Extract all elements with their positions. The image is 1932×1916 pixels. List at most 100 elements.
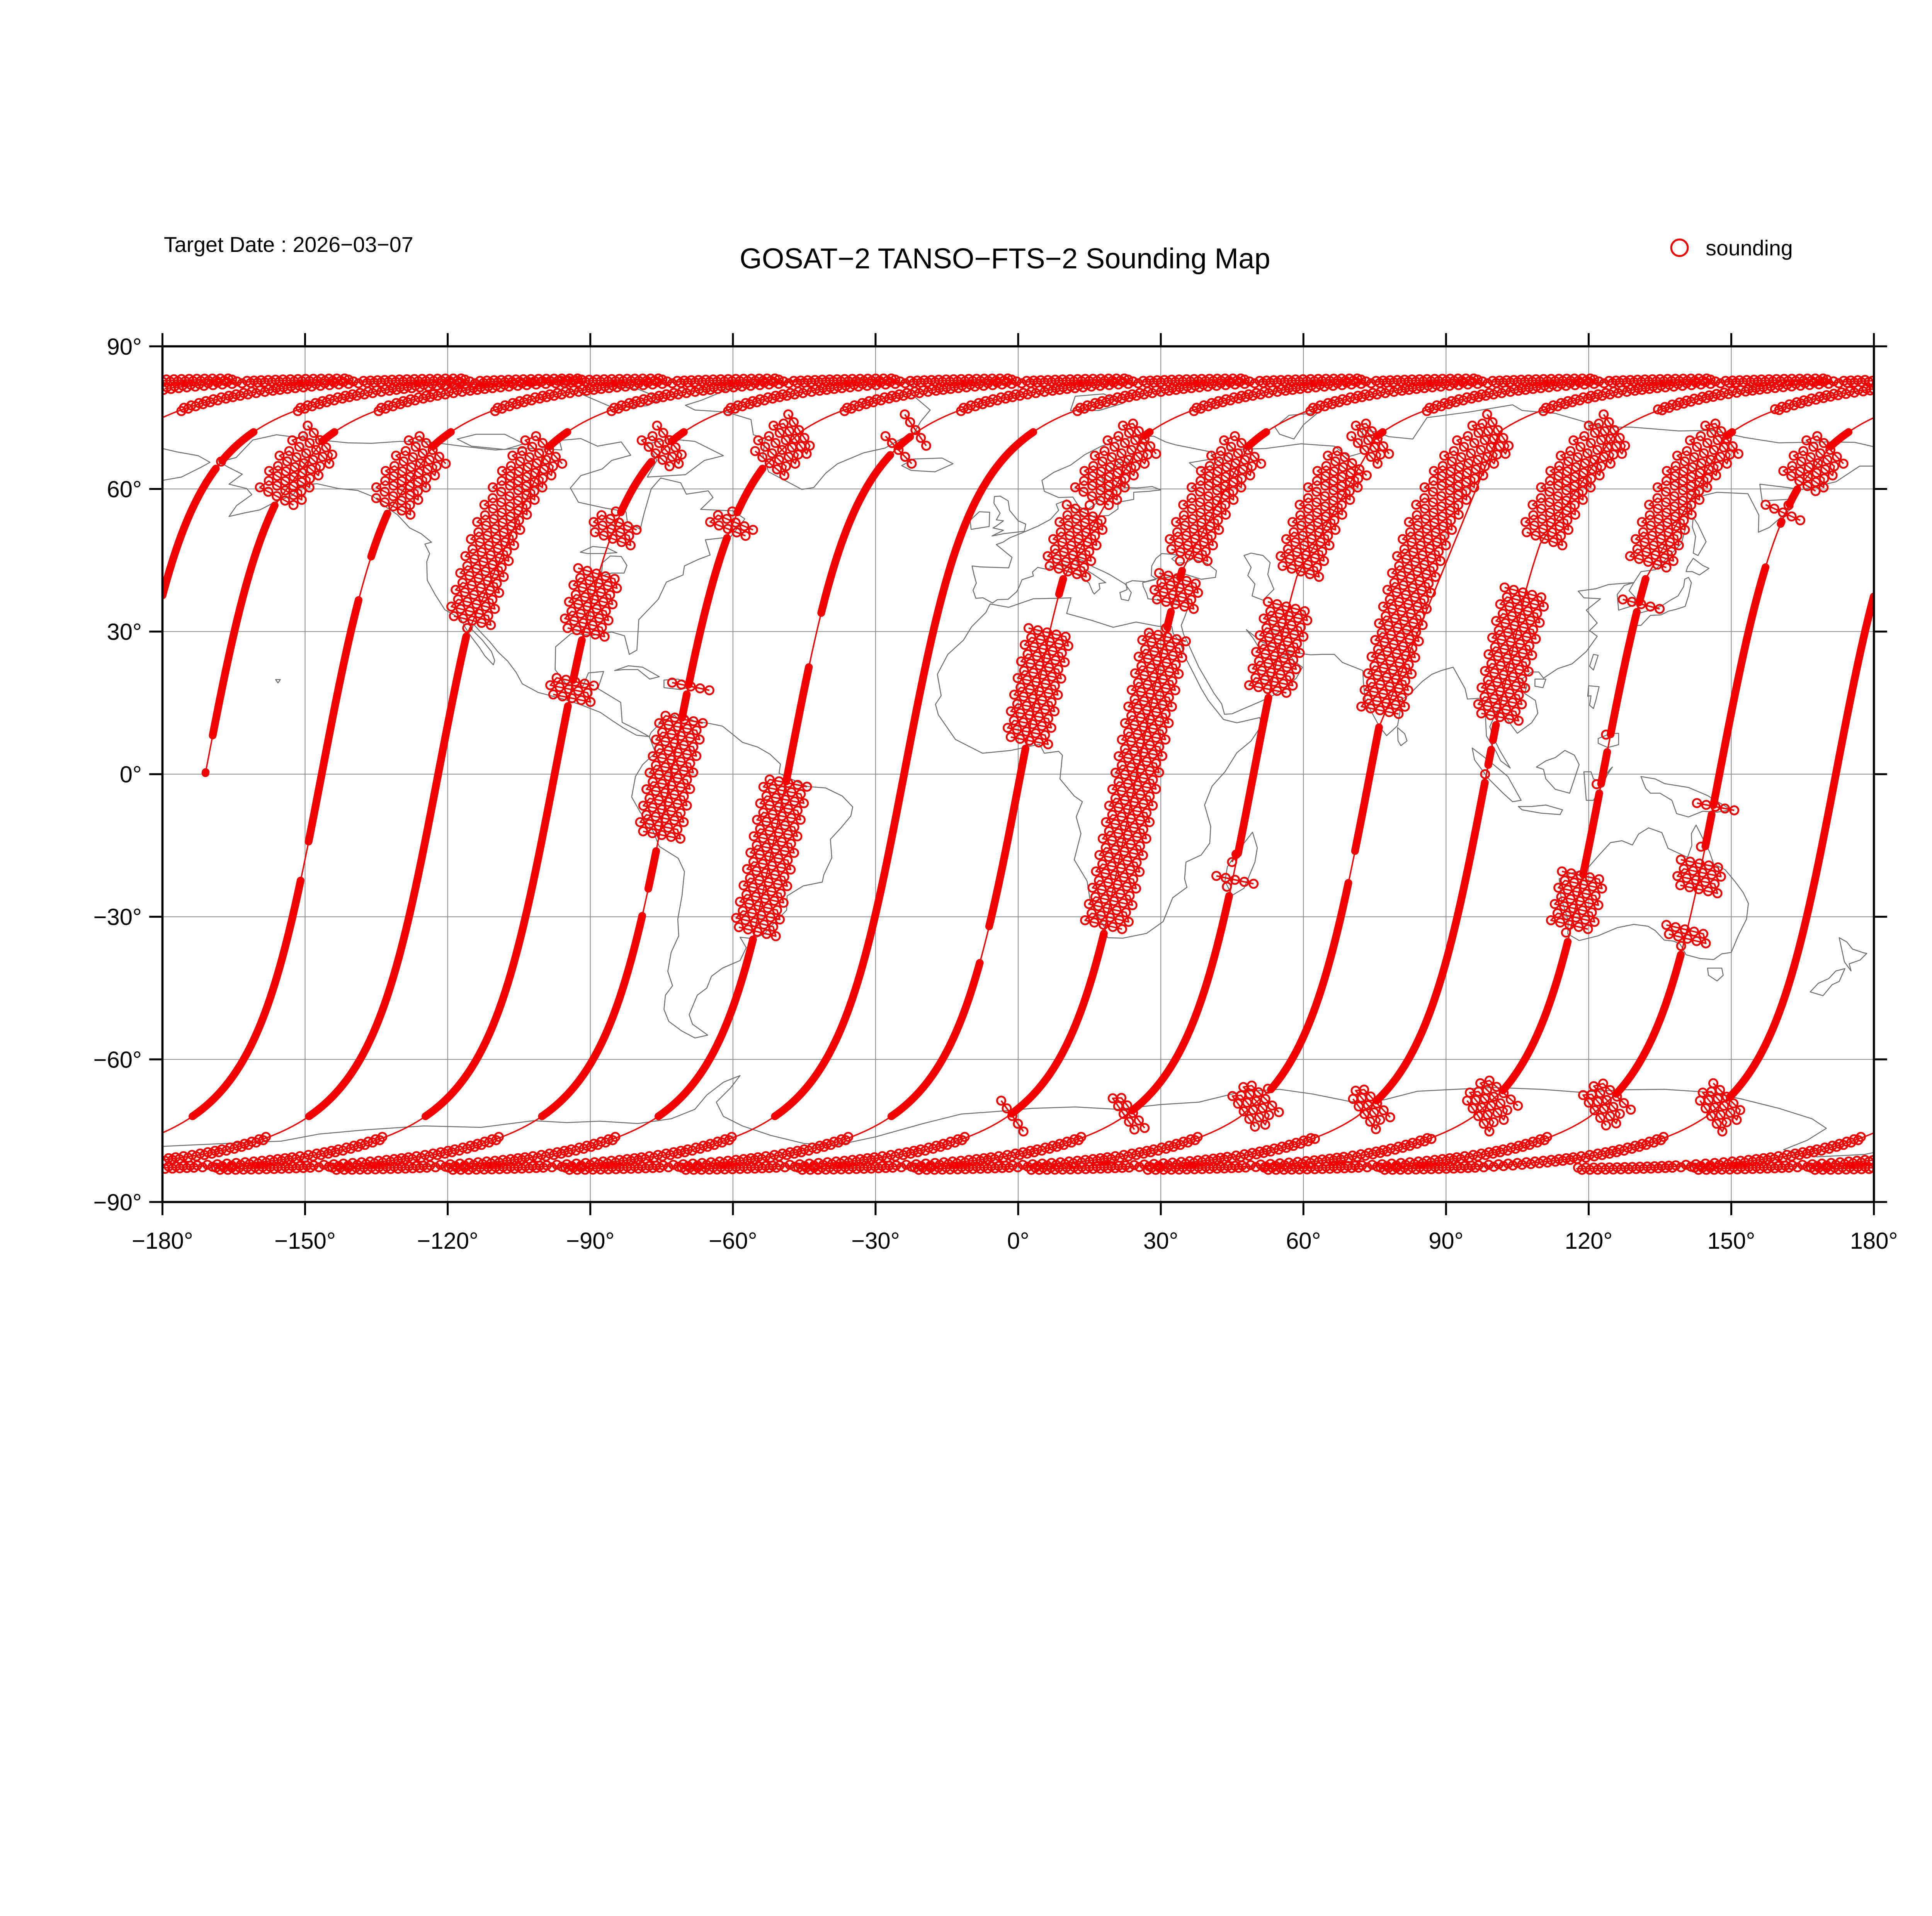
sounding-point [743,924,753,935]
sounding-point [1263,1083,1273,1094]
sounding-point [1244,376,1255,387]
sounding-point [1407,643,1418,654]
sounding-point [1097,525,1108,535]
sounding-point [1405,573,1415,583]
sounding-point [714,520,724,531]
sounding-point [1138,376,1148,386]
sounding-point [792,805,803,816]
sounding-point [1129,797,1139,807]
sounding-point [1063,566,1073,576]
sounding-point [1505,662,1515,673]
sounding-point [1706,1111,1716,1121]
sounding-point [1717,1126,1728,1137]
page-title: GOSAT−2 TANSO−FTS−2 Sounding Map [740,243,1270,275]
sounding-point [1146,637,1157,647]
sounding-point [1021,726,1032,737]
sounding-point [1599,409,1609,420]
sounding-point [677,1163,687,1173]
sounding-point [1462,1095,1472,1106]
sounding-point [1296,622,1306,632]
sounding-point [1248,879,1259,889]
sounding-point [1445,495,1455,506]
sounding-point [414,431,425,441]
sounding-point [1165,580,1176,590]
sounding-point [612,583,622,593]
sounding-point [410,442,421,452]
sounding-point [1696,431,1706,441]
sounding-point [1605,1085,1615,1095]
sounding-point [752,840,762,851]
sounding-point [1657,543,1668,554]
sounding-point [767,809,778,819]
sounding-point [1659,553,1670,563]
sounding-point [505,501,515,512]
sounding-point [645,767,655,778]
sounding-point [1261,623,1272,633]
sounding-point [1274,609,1285,619]
sounding-point [1053,664,1063,675]
sounding-point [1469,438,1480,448]
sounding-point [1803,471,1813,482]
ocean-sounding-band [162,428,1874,1101]
sounding-point [582,601,593,612]
sounding-point [1437,461,1448,471]
sounding-point [609,574,620,584]
sounding-point [1394,561,1404,571]
sounding-point [1568,435,1579,445]
sounding-point [397,505,407,516]
sounding-point [1051,629,1061,640]
sounding-point [388,471,399,481]
sounding-point [524,452,535,462]
sounding-point [1695,1095,1705,1106]
sounding-point [1305,406,1316,416]
sounding-point [1028,693,1038,704]
sounding-point [887,438,897,448]
sounding-point [1071,514,1082,524]
sounding-point [1498,695,1509,706]
sounding-point [666,755,677,765]
sounding-point [1114,458,1124,468]
sounding-point [773,879,783,889]
sounding-point [1669,491,1680,502]
sounding-point [1127,900,1138,910]
sounding-point [1126,685,1137,695]
sounding-point [1503,627,1513,638]
sounding-point [497,517,508,528]
sounding-point [1034,712,1044,722]
sounding-point [494,588,504,598]
sounding-point [1570,500,1580,510]
sounding-point [299,458,309,468]
sounding-point [1054,639,1064,649]
sounding-point [688,742,699,752]
sounding-point [1260,649,1270,659]
sounding-point [1079,562,1089,573]
sounding-point [1359,1109,1370,1119]
sounding-point [1556,451,1566,461]
sounding-point [1112,495,1122,505]
sounding-point [597,622,607,632]
sounding-point [1192,543,1202,554]
sounding-point [1706,869,1717,880]
sounding-point [405,471,415,482]
lat-tick-label: 30° [107,619,142,645]
sounding-point [485,585,495,595]
sounding-point [381,466,391,476]
sounding-point [1290,537,1301,547]
sounding-point [1371,1124,1381,1134]
sounding-point [910,425,921,435]
sounding-point [571,625,582,636]
sounding-point [770,818,781,829]
sounding-point [1700,877,1711,887]
sounding-point [1596,435,1606,445]
sounding-point [779,470,789,481]
sounding-point [1549,899,1560,909]
sounding-point [1566,868,1577,879]
sounding-point [1285,646,1296,656]
sounding-point [1172,527,1182,537]
sounding-point [796,789,806,799]
sounding-point [1160,734,1171,745]
sounding-point [396,485,407,496]
sounding-point [1412,510,1422,520]
sounding-point [1048,534,1058,544]
sounding-point [748,831,759,842]
